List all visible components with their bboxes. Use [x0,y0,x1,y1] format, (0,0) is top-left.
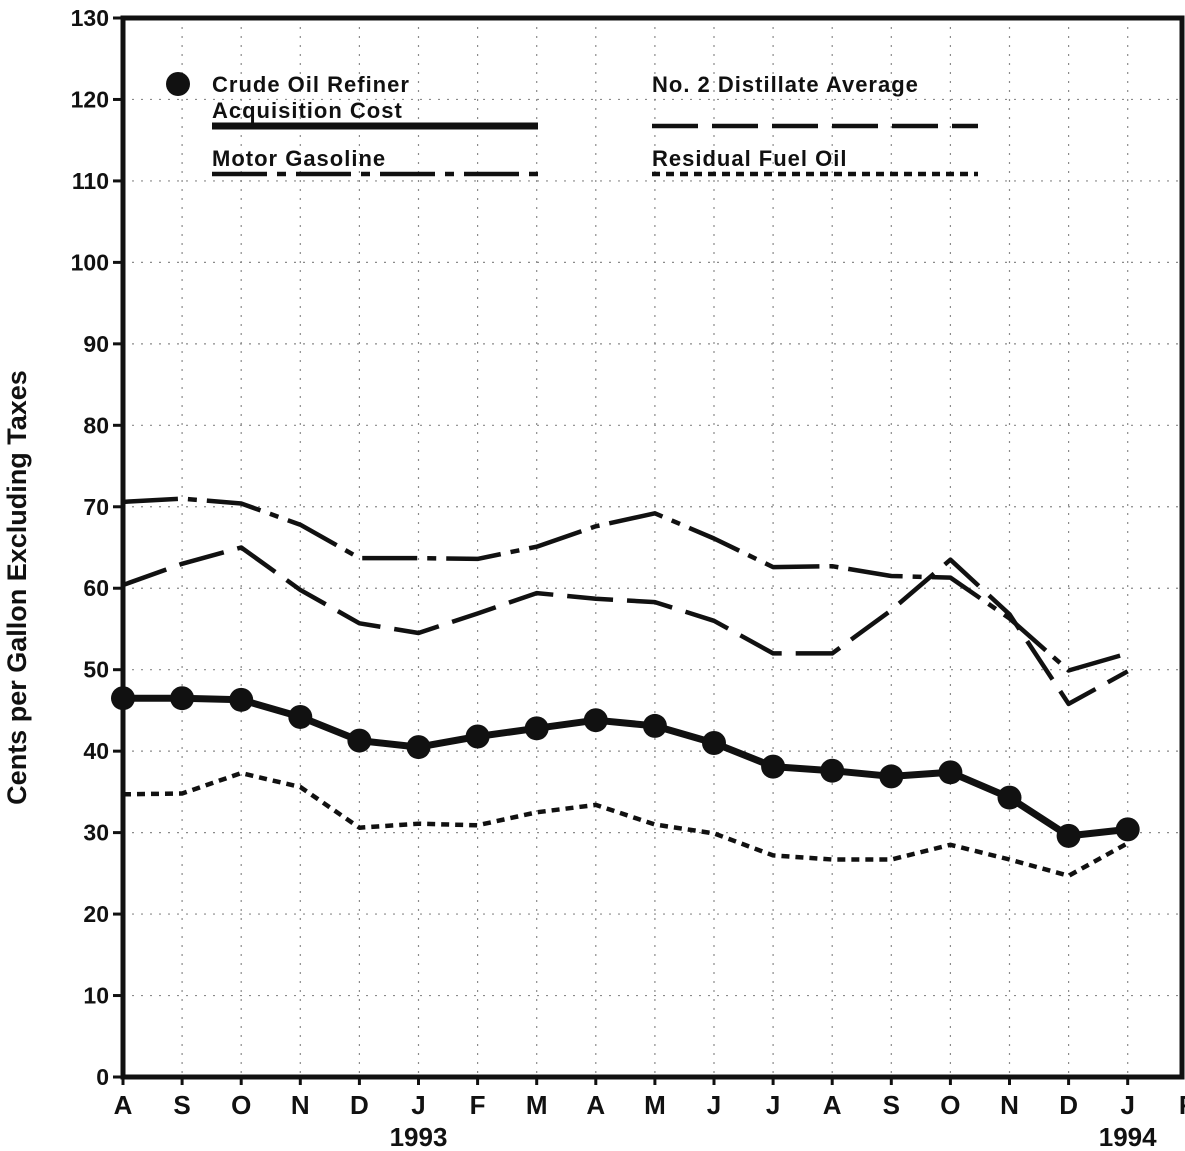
y-tick-label: 100 [71,249,109,275]
legend-label: Residual Fuel Oil [652,146,847,171]
legend-label: Acquisition Cost [212,98,403,123]
y-tick-label: 110 [72,168,109,194]
data-point [997,785,1022,810]
y-tick-label: 20 [83,901,109,927]
x-tick-label: N [291,1090,310,1120]
legend-label: Motor Gasoline [212,146,386,171]
x-tick-label: A [114,1090,133,1120]
series-group [111,496,1140,879]
data-point [288,704,313,729]
x-tick-label: A [823,1090,842,1120]
data-point [406,735,431,760]
data-point [347,728,372,753]
data-point [583,708,608,733]
x-tick-label: J [707,1090,721,1120]
y-tick-label: 130 [71,5,109,31]
data-point [229,687,254,712]
y-tick-label: 120 [71,86,109,112]
legend-marker [166,72,190,96]
grid [123,18,1182,1077]
y-tick-label: 60 [83,575,109,601]
legend-label: Crude Oil Refiner [212,72,410,97]
data-point [465,724,490,749]
data-point [820,758,845,783]
x-tick-label: J [1120,1090,1134,1120]
data-point [524,716,549,741]
x-tick-label: O [940,1090,960,1120]
x-tick-label: A [586,1090,605,1120]
y-tick-label: 80 [83,412,109,438]
legend-label: No. 2 Distillate Average [652,72,919,97]
data-point [1115,817,1140,842]
x-tick-label: J [766,1090,780,1120]
x-tick-label: S [173,1090,190,1120]
data-point [879,764,904,789]
x-tick-label: M [526,1090,548,1120]
data-point [761,754,786,779]
series-line [122,545,1129,707]
year-label: 1993 [390,1122,448,1151]
data-point [170,686,195,711]
plot-frame [120,15,1185,1080]
y-tick-label: 10 [83,983,109,1009]
series-line [122,770,1129,879]
x-tick-label: D [350,1090,369,1120]
x-tick-label: M [644,1090,666,1120]
x-tick-label: D [1059,1090,1078,1120]
y-tick-label: 70 [83,494,109,520]
x-tick-label: N [1000,1090,1019,1120]
y-axis: 0 10 20 30 40 50 60 70 80 90 100 110 120 130 [71,5,123,1090]
data-point [938,760,963,785]
y-tick-label: 50 [83,657,109,683]
data-point [702,731,726,756]
y-tick-label: 90 [83,331,109,357]
x-tick-label: O [231,1090,251,1120]
series-line [122,496,1129,673]
x-tick-label: F [470,1090,486,1120]
year-label: 1994 [1099,1122,1157,1151]
x-tick-label: J [411,1090,425,1120]
data-point [642,713,667,738]
y-tick-label: 0 [96,1064,109,1090]
y-tick-label: 30 [83,820,109,846]
x-tick-label: F [1179,1090,1185,1120]
x-axis: A S O N D J F M A M J J A S O N D J F 1993 1994 [114,1077,1185,1151]
x-tick-label: S [883,1090,900,1120]
y-tick-label: 40 [83,738,109,764]
data-point [1056,823,1081,848]
y-axis-title: Cents per Gallon Excluding Taxes [2,370,32,805]
